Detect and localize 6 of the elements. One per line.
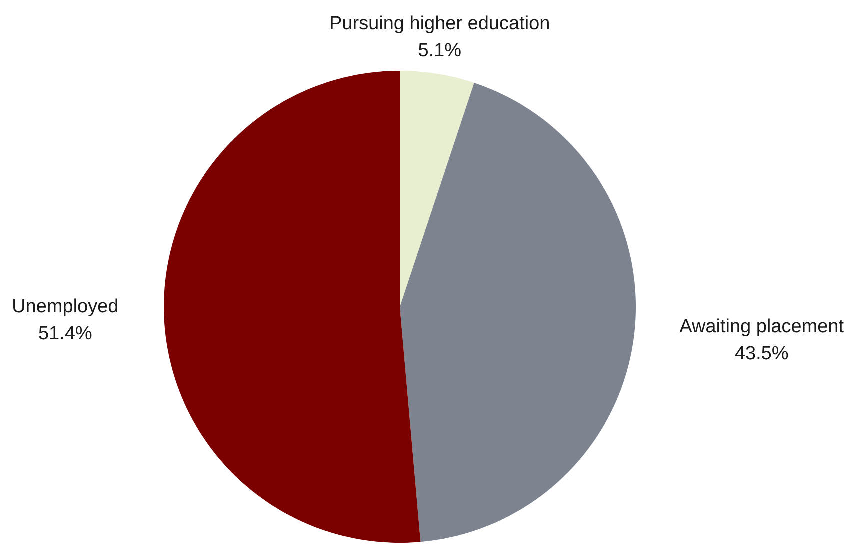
slice-label: Unemployed [14,298,118,316]
slice-label: Awaiting placement [680,318,844,336]
data-label: 51.4% [39,326,92,340]
slice-label: Pursuing higher education [331,16,549,34]
data-label: 5.1% [418,43,461,57]
data-label: 43.5% [735,346,788,360]
